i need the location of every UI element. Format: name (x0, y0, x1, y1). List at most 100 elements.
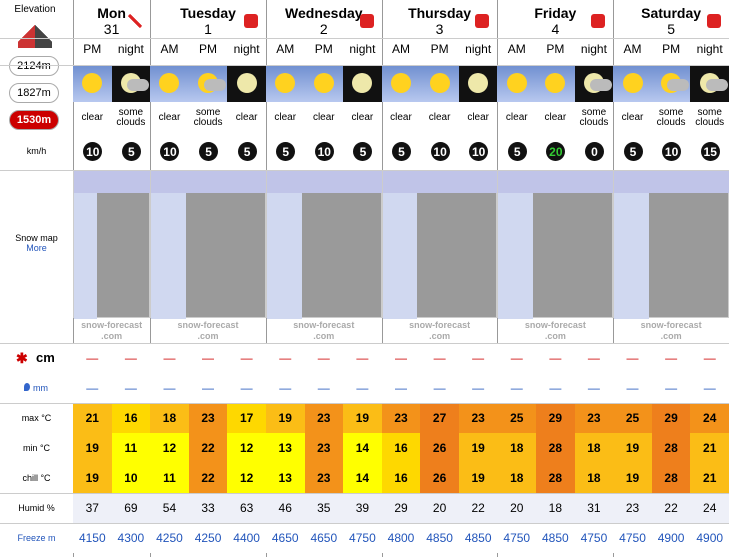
max-cell: 21 (73, 403, 112, 433)
sea-north (266, 171, 383, 193)
lock-icon (243, 14, 258, 28)
cloud (705, 79, 728, 91)
snow-map (497, 170, 615, 319)
max-cell: 23 (381, 403, 421, 433)
snow-unit: cm (36, 350, 55, 365)
max-cell: 29 (536, 403, 575, 433)
chill-cell: 21 (690, 463, 729, 493)
weather-icon (536, 65, 575, 102)
wind-circle: 5 (199, 142, 219, 161)
snow-cell: — (536, 343, 575, 373)
humid-cell: 54 (150, 493, 189, 523)
weather-icon (574, 65, 614, 102)
watermark-1: snow-forecast (409, 320, 471, 330)
humid-cell: 24 (690, 493, 729, 523)
sea (382, 171, 418, 319)
weather-text: clear (274, 112, 297, 123)
humid-cell: 31 (574, 493, 614, 523)
humid-cell: 69 (111, 493, 151, 523)
weather-text: clear (467, 112, 489, 123)
max-cell: 19 (343, 403, 382, 433)
lock-icon (591, 14, 606, 28)
max-cell: 27 (420, 403, 459, 433)
min-cell: 23 (304, 433, 344, 463)
min-cell: 12 (227, 433, 266, 463)
period-label: night (233, 42, 260, 56)
sun-moon (275, 73, 296, 93)
humid-cell: 18 (536, 493, 575, 523)
period-label: night (465, 42, 492, 56)
day-date: 5 (667, 21, 675, 37)
weather-text: clear (351, 112, 374, 123)
freeze-cell: 4750 (613, 523, 652, 553)
snow-cell: — (73, 343, 112, 373)
period-label: AM (391, 42, 410, 56)
chill-cell: 28 (651, 463, 691, 493)
day-name: Friday (534, 5, 577, 21)
humid-cell: 20 (420, 493, 459, 523)
humid-cell: 33 (188, 493, 228, 523)
sun-moon (236, 73, 257, 93)
weather-text: some clouds (116, 107, 146, 128)
elevation-button[interactable]: 1827m (9, 83, 59, 103)
period-label: night (117, 42, 144, 56)
weather-icon (613, 65, 652, 102)
wind-circle: 5 (276, 142, 296, 161)
watermark-1: snow-forecast (524, 320, 586, 330)
elevation-label: Elevation (14, 4, 56, 15)
chill-cell: 14 (343, 463, 382, 493)
snow-cell: — (265, 343, 305, 373)
sun-moon (622, 73, 643, 93)
sea (614, 171, 649, 319)
snow-cell: — (651, 343, 691, 373)
elevation-button[interactable]: 2124m (9, 56, 59, 76)
weather-text: clear (235, 112, 258, 123)
period-label: PM (662, 42, 681, 56)
sun-moon (352, 73, 373, 93)
humid-cell: 22 (458, 493, 498, 523)
expand-icon (128, 14, 143, 28)
snow-cell: — (574, 343, 614, 373)
wind-circle: 5 (121, 142, 141, 161)
weather-icon (265, 65, 305, 102)
max-cell: 25 (613, 403, 652, 433)
max-cell: 23 (304, 403, 344, 433)
rain-cell: — (574, 373, 614, 403)
weather-text: clear (505, 112, 528, 123)
freeze-cell: 4650 (304, 523, 344, 553)
watermark-1: snow-forecast (640, 320, 702, 330)
humid-cell: 29 (381, 493, 421, 523)
rain-cell: — (304, 373, 344, 403)
day-name: Wednesday (285, 5, 363, 21)
min-cell: 14 (343, 433, 382, 463)
row-label: max °C (21, 413, 52, 423)
wind-circle: 5 (507, 142, 527, 161)
min-cell: 28 (536, 433, 575, 463)
more-link[interactable]: More (26, 243, 47, 253)
snow-cell: — (150, 343, 189, 373)
chill-cell: 19 (73, 463, 112, 493)
rain-cell: — (188, 373, 228, 403)
elevation-button[interactable]: 1530m (9, 110, 59, 130)
humid-cell: 39 (343, 493, 382, 523)
watermark-2: .com (660, 331, 682, 341)
sea-north (382, 171, 499, 193)
freeze-cell: 4300 (111, 523, 151, 553)
chill-cell: 26 (420, 463, 459, 493)
max-cell: 23 (188, 403, 228, 433)
snow-cell: — (613, 343, 652, 373)
weather-text: clear (81, 112, 104, 123)
row-label: min °C (22, 443, 51, 453)
max-cell: 29 (651, 403, 691, 433)
weather-icon (651, 65, 691, 102)
weather-text: some clouds (193, 107, 223, 128)
freeze-cell: 4650 (265, 523, 305, 553)
weather-icon (227, 65, 266, 102)
rain-cell: — (690, 373, 729, 403)
wind-circle: 0 (584, 142, 604, 161)
wind-unit: km/h (26, 146, 47, 156)
day-name: Thursday (408, 5, 472, 21)
row-divider (0, 523, 729, 524)
wind-circle: 15 (700, 142, 720, 161)
